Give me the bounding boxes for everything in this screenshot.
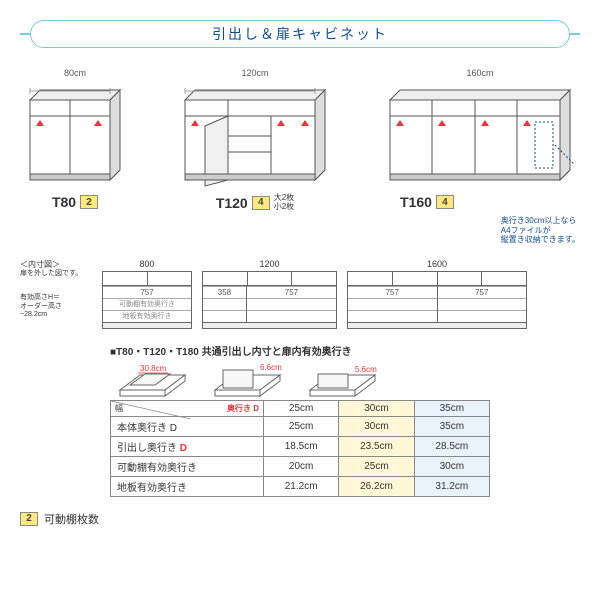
internal-section-sub: 扉を外した図です。 bbox=[20, 270, 92, 278]
int-w: 1600 bbox=[427, 259, 447, 269]
height-note: 有効高さH＝ オーダー高さ −28.2cm bbox=[20, 294, 92, 319]
spec-title: ■T80・T120・T180 共通引出し内寸と扉内有効奥行き bbox=[110, 343, 490, 358]
dim-label: 120cm bbox=[241, 68, 268, 78]
spec-table: 幅 奥行き D 25cm 30cm 35cm 本体奥行き D 25cm 30cm… bbox=[110, 400, 490, 497]
dim-label: 160cm bbox=[466, 68, 493, 78]
section-title: 引出し＆扉キャビネット bbox=[30, 20, 570, 48]
model-label: T120 bbox=[216, 195, 248, 211]
shelf-count-badge: 4 bbox=[436, 195, 454, 209]
shelf-count-badge: 2 bbox=[80, 195, 98, 209]
cabinet-illustrations: 80cm T80 2 bbox=[20, 68, 580, 245]
spec-diagram-2: 6.6cm bbox=[205, 360, 300, 400]
section-header: 引出し＆扉キャビネット bbox=[20, 20, 580, 48]
model-label: T80 bbox=[52, 194, 76, 210]
legend-badge: 2 bbox=[20, 512, 38, 526]
shelf-count-badge: 4 bbox=[252, 196, 270, 210]
legend-label: 可動棚枚数 bbox=[44, 511, 99, 527]
int-w: 1200 bbox=[259, 259, 279, 269]
int-w: 800 bbox=[139, 259, 154, 269]
cabinet-t160-drawing bbox=[380, 80, 580, 190]
spec-table-block: ■T80・T120・T180 共通引出し内寸と扉内有効奥行き 30.8cm bbox=[20, 343, 580, 497]
spec-diagram-1: 30.8cm bbox=[110, 360, 205, 400]
cabinet-t80-drawing bbox=[20, 80, 130, 190]
cabinet-t120-drawing bbox=[175, 80, 335, 190]
svg-text:30.8cm: 30.8cm bbox=[140, 364, 167, 373]
svg-text:5.6cm: 5.6cm bbox=[355, 365, 377, 374]
model-label: T160 bbox=[400, 194, 432, 210]
spec-diagram-3: 5.6cm bbox=[300, 360, 395, 400]
dim-label: 80cm bbox=[64, 68, 86, 78]
legend: 2 可動棚枚数 bbox=[20, 511, 580, 527]
svg-text:6.6cm: 6.6cm bbox=[260, 363, 282, 372]
a4-note: 奥行き30cm以上なら A4ファイルが 縦置き収納できます。 bbox=[501, 216, 580, 245]
internal-section-label: ＜内寸図＞ bbox=[20, 259, 92, 270]
shelf-note: 大2枚 小2枚 bbox=[274, 194, 294, 212]
internal-views: ＜内寸図＞ 扉を外した図です。 有効高さH＝ オーダー高さ −28.2cm 80… bbox=[20, 259, 580, 329]
